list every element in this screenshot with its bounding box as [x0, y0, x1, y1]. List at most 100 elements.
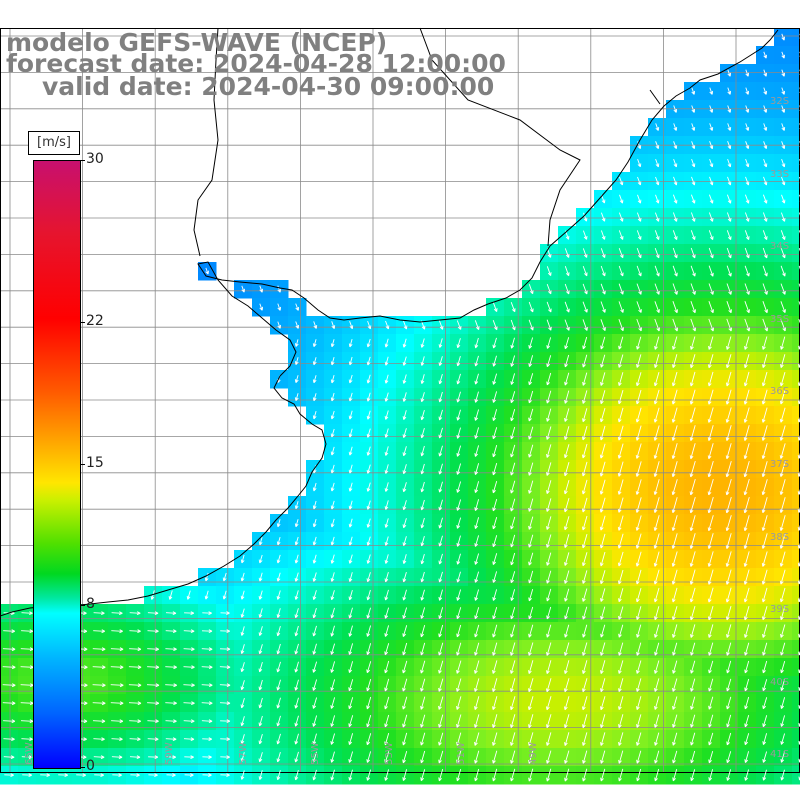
- speed-cell: [792, 352, 800, 371]
- wind-arrow: [294, 357, 299, 365]
- wind-arrow: [258, 661, 263, 673]
- wind-arrow: [707, 443, 714, 460]
- wind-arrow: [276, 733, 281, 745]
- wind-arrow: [654, 212, 660, 222]
- wind-arrow: [582, 660, 588, 674]
- wind-arrow: [349, 321, 354, 330]
- wind-arrow: [600, 319, 606, 332]
- wind-arrow: [582, 230, 588, 240]
- wind-arrow: [653, 569, 660, 585]
- colorbar: [33, 160, 81, 769]
- wind-arrow: [779, 443, 786, 459]
- wind-arrow: [600, 696, 606, 711]
- wind-arrow: [420, 660, 426, 674]
- wind-arrow: [259, 285, 263, 293]
- wind-arrow: [312, 733, 317, 745]
- wind-arrow: [528, 390, 534, 404]
- wind-arrow: [528, 337, 534, 349]
- wind-arrow: [779, 407, 786, 423]
- wind-arrow: [456, 355, 461, 367]
- wind-arrow: [546, 480, 552, 494]
- wind-arrow: [563, 479, 570, 495]
- wind-arrow: [402, 356, 407, 366]
- wind-arrow: [165, 719, 177, 724]
- wind-arrow: [474, 624, 480, 638]
- wind-arrow: [294, 519, 299, 528]
- wind-arrow: [709, 87, 714, 95]
- wind-arrow: [366, 661, 372, 674]
- wind-arrow: [654, 696, 660, 710]
- wind-arrow: [312, 751, 317, 763]
- wind-arrow: [617, 497, 624, 513]
- wind-arrow: [709, 141, 714, 150]
- speed-cell: [792, 208, 800, 227]
- wind-arrow: [183, 719, 195, 724]
- speed-cell: [792, 748, 800, 767]
- wind-arrow: [763, 105, 768, 113]
- wind-arrow: [708, 732, 714, 746]
- wind-arrow: [384, 769, 390, 781]
- wind-arrow: [201, 701, 213, 706]
- wind-arrow: [146, 683, 160, 688]
- wind-arrow: [727, 105, 732, 113]
- wind-arrow: [618, 660, 624, 674]
- wind-arrow: [528, 516, 534, 530]
- wind-arrow: [384, 356, 389, 366]
- wind-arrow: [726, 732, 732, 746]
- wind-arrow: [510, 373, 516, 385]
- wind-arrow: [779, 551, 786, 567]
- wind-arrow: [510, 498, 516, 512]
- wind-arrow: [384, 464, 389, 474]
- wind-arrow: [492, 606, 498, 620]
- wind-arrow: [564, 408, 570, 422]
- wind-arrow: [545, 678, 552, 693]
- wind-arrow: [384, 338, 389, 348]
- wind-arrow: [384, 571, 389, 583]
- wind-arrow: [492, 750, 498, 764]
- wind-arrow: [618, 354, 624, 368]
- wind-arrow: [546, 301, 552, 313]
- wind-arrow: [220, 611, 230, 616]
- wind-arrow: [690, 696, 696, 710]
- wind-arrow: [313, 321, 318, 329]
- wind-arrow: [2, 683, 16, 688]
- wind-arrow: [582, 372, 588, 386]
- wind-arrow: [564, 624, 570, 638]
- wind-arrow: [726, 624, 732, 638]
- wind-arrow: [201, 719, 213, 724]
- wind-arrow: [276, 643, 281, 655]
- wind-arrow: [222, 572, 227, 582]
- wind-arrow: [348, 356, 353, 366]
- speed-cell: [792, 370, 800, 389]
- wind-arrow: [474, 768, 480, 782]
- wind-arrow: [384, 428, 389, 438]
- coastline: [0, 27, 779, 617]
- wind-arrow: [312, 643, 317, 655]
- latitude-label: 33S: [770, 168, 790, 180]
- wind-arrow: [780, 715, 786, 727]
- wind-arrow: [636, 750, 642, 764]
- wind-arrow: [330, 500, 335, 510]
- wind-arrow: [780, 660, 786, 674]
- wind-arrow: [420, 678, 426, 692]
- wind-arrow: [743, 443, 750, 460]
- wind-arrow: [690, 354, 696, 369]
- wind-arrow: [690, 265, 696, 277]
- wind-arrow: [456, 463, 462, 475]
- wind-arrow: [743, 551, 750, 567]
- speed-cell: [792, 586, 800, 605]
- wind-arrow: [636, 624, 642, 638]
- wind-arrow: [564, 642, 570, 656]
- wind-arrow: [743, 569, 750, 585]
- wind-arrow: [510, 678, 516, 693]
- wind-arrow: [563, 461, 570, 477]
- wind-arrow: [761, 551, 768, 567]
- wind-arrow: [671, 461, 678, 478]
- wind-arrow: [582, 552, 588, 567]
- wind-arrow: [654, 301, 660, 314]
- wind-arrow: [456, 571, 461, 583]
- wind-arrow: [222, 590, 227, 600]
- wind-arrow: [128, 701, 142, 706]
- wind-arrow: [671, 606, 678, 621]
- wind-arrow: [599, 570, 606, 585]
